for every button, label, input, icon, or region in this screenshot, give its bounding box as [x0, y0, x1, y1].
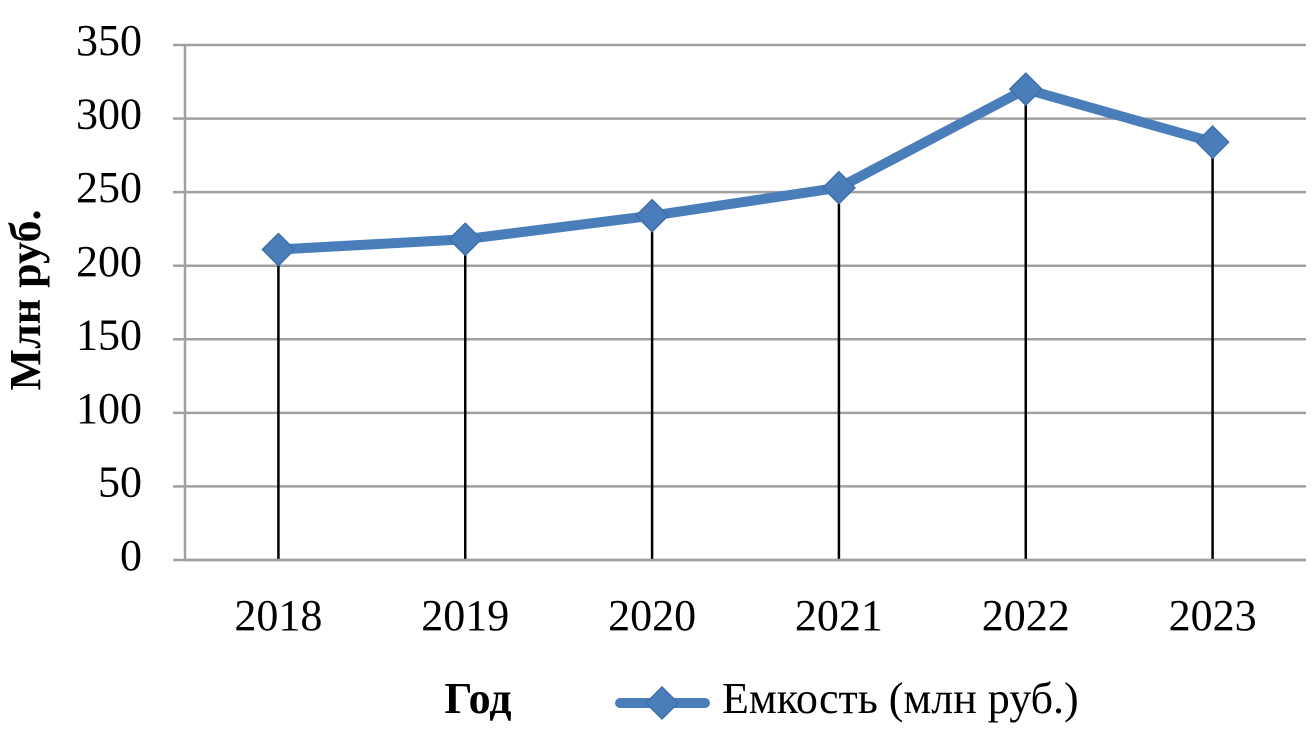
x-tick-label: 2023 — [1169, 591, 1257, 640]
marker — [1195, 125, 1230, 160]
legend-marker — [644, 685, 680, 721]
x-tick-label: 2021 — [795, 591, 883, 640]
x-axis-label: Год — [444, 674, 511, 723]
y-tick-label: 0 — [120, 531, 142, 580]
marker — [1008, 72, 1043, 107]
x-tick-label: 2020 — [608, 591, 696, 640]
y-tick-label: 300 — [76, 90, 142, 139]
x-tick-label: 2019 — [421, 591, 509, 640]
y-tick-label: 100 — [76, 384, 142, 433]
marker — [635, 198, 670, 233]
marker — [821, 170, 856, 205]
y-axis-label: Млн руб. — [1, 210, 50, 391]
legend-label: Емкость (млн руб.) — [722, 674, 1079, 723]
marker — [448, 222, 483, 257]
y-tick-label: 200 — [76, 237, 142, 286]
y-tick-label: 50 — [98, 458, 142, 507]
marker — [261, 232, 296, 267]
y-tick-label: 250 — [76, 163, 142, 212]
y-tick-label: 350 — [76, 16, 142, 65]
y-tick-label: 150 — [76, 310, 142, 359]
x-tick-label: 2018 — [234, 591, 322, 640]
x-tick-label: 2022 — [982, 591, 1070, 640]
series-line — [278, 84, 1214, 255]
